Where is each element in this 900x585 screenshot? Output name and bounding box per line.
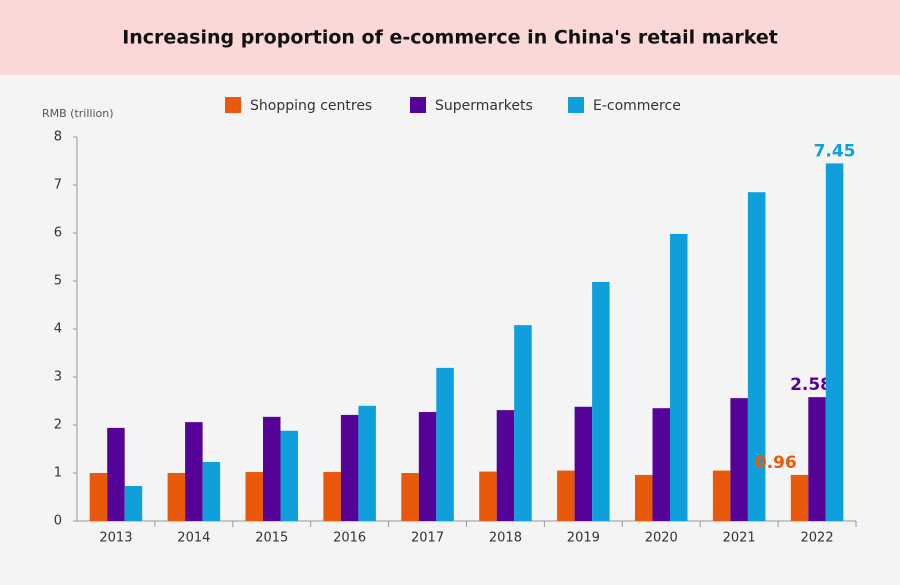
bar [401, 473, 419, 521]
bar [496, 410, 515, 521]
bar [340, 414, 359, 521]
legend-swatch [410, 97, 426, 113]
y-tick-label: 1 [54, 466, 62, 481]
bar [557, 470, 575, 521]
value-label: 0.96 [755, 453, 797, 473]
legend-label: E-commerce [593, 98, 681, 114]
y-tick-label: 0 [54, 514, 62, 529]
value-label: 7.45 [814, 141, 856, 161]
x-tick-label: 2019 [567, 531, 600, 546]
bar [670, 233, 688, 521]
bar [808, 397, 826, 521]
x-tick-label: 2018 [489, 531, 522, 546]
bar [747, 192, 766, 521]
legend-swatch [225, 97, 241, 113]
y-tick-label: 4 [54, 322, 62, 337]
bar [263, 416, 281, 521]
value-label: 2.58 [790, 375, 832, 395]
chart-title: Increasing proportion of e-commerce in C… [122, 27, 778, 49]
bar [418, 412, 437, 521]
x-tick-label: 2015 [255, 531, 288, 546]
bar [167, 473, 186, 521]
bar [479, 471, 497, 521]
bar [89, 473, 108, 521]
bar [712, 470, 731, 521]
bar [245, 472, 263, 521]
bar [358, 405, 376, 521]
x-tick-label: 2017 [411, 531, 444, 546]
y-tick-label: 8 [54, 130, 62, 145]
bar [790, 474, 809, 521]
x-tick-label: 2016 [333, 531, 366, 546]
bar [185, 422, 203, 521]
header-band [0, 0, 900, 75]
bar [202, 461, 221, 521]
bar [124, 485, 143, 521]
x-tick-label: 2014 [177, 531, 210, 546]
legend-label: Shopping centres [250, 98, 372, 114]
x-tick-label: 2022 [801, 531, 834, 546]
bar [107, 427, 125, 521]
y-axis-label: RMB (trillion) [42, 107, 114, 120]
y-tick-label: 2 [54, 418, 62, 433]
y-tick-label: 5 [54, 274, 62, 289]
x-tick-label: 2013 [99, 531, 132, 546]
legend-swatch [568, 97, 584, 113]
bar [825, 163, 844, 521]
bar [652, 408, 670, 521]
y-tick-label: 6 [54, 226, 62, 241]
bar [592, 281, 610, 521]
x-tick-label: 2020 [645, 531, 678, 546]
bar [280, 430, 298, 521]
bar [436, 367, 454, 521]
legend-label: Supermarkets [435, 98, 533, 114]
y-tick-label: 3 [54, 370, 62, 385]
bar [635, 474, 653, 521]
y-tick-label: 7 [54, 178, 62, 193]
bar [323, 472, 341, 521]
bar [730, 398, 748, 521]
bar [574, 406, 593, 521]
bar [514, 325, 532, 521]
x-tick-label: 2021 [723, 531, 756, 546]
